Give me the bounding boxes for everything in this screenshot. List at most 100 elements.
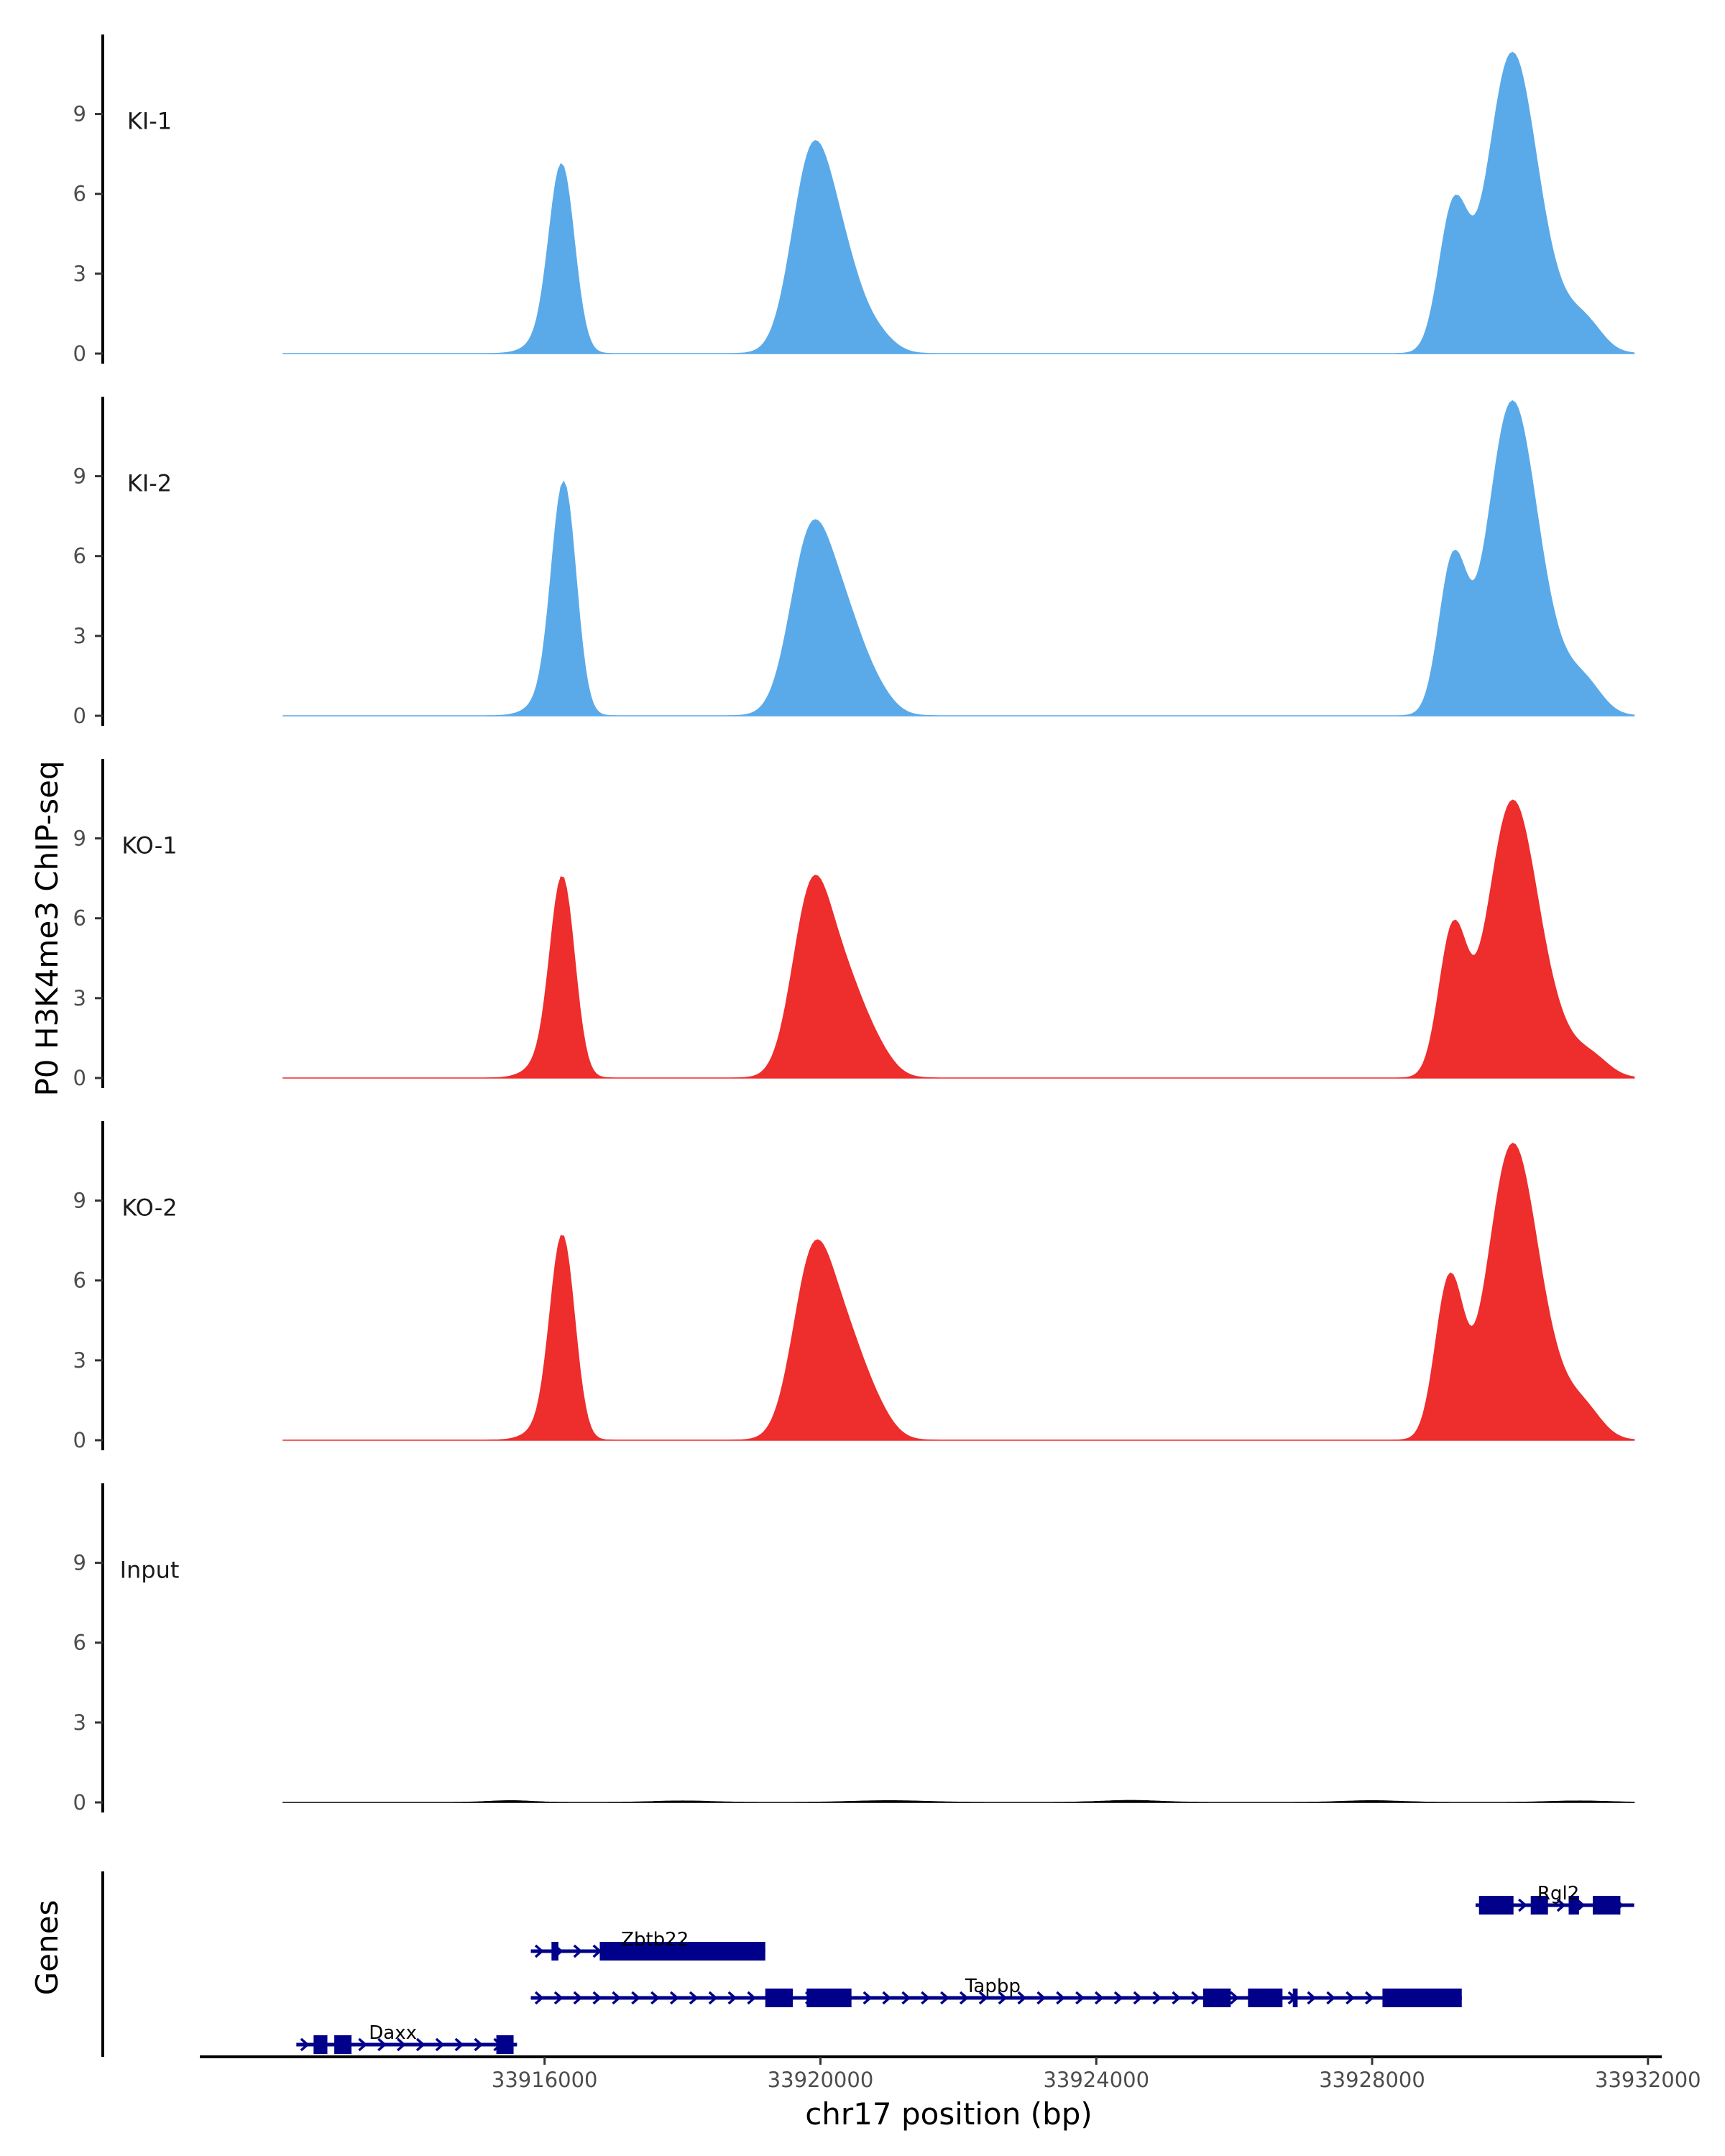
exon — [1382, 1989, 1462, 2007]
strand-chevron — [435, 2037, 445, 2052]
y-tick-label: 3 — [73, 986, 86, 1010]
track-label: KO-2 — [121, 1194, 177, 1221]
strand-chevron — [727, 1991, 737, 2005]
strand-chevron — [1094, 1991, 1104, 2005]
y-axis-title: P0 H3K4me3 ChIP-seq — [29, 760, 65, 1096]
strand-chevron — [669, 1991, 679, 2005]
gene-rgl2: Rgl2 — [1475, 1883, 1634, 1915]
track-ko-2: 0 3 6 9 KO-2 — [73, 1121, 1635, 1452]
y-tick-label: 9 — [73, 464, 86, 489]
strand-chevron — [650, 1991, 660, 2005]
strand-chevron — [998, 1991, 1008, 2005]
track-label: KO-1 — [121, 831, 177, 859]
x-tick-label: 33932000 — [1595, 2068, 1701, 2092]
y-tick-label: 3 — [73, 262, 86, 286]
track-label: KI-1 — [127, 107, 172, 134]
exon — [313, 2035, 328, 2054]
gene-label: Daxx — [369, 2022, 417, 2044]
y-tick-label: 3 — [73, 1710, 86, 1735]
tracks-layer: 0 3 6 9 KI-1 0 3 6 9 KI-2 0 3 6 9 KO-1 0 3 6 9 KO-2 0 3 6 9 Inpu… — [73, 34, 1635, 1815]
track-label: Input — [120, 1556, 180, 1583]
strand-chevron — [396, 2037, 406, 2052]
exon — [551, 1942, 558, 1961]
y-tick-label: 0 — [73, 1428, 86, 1452]
track-input: 0 3 6 9 Input — [73, 1483, 1635, 1815]
strand-chevron — [300, 2037, 310, 2052]
exon — [1478, 1896, 1514, 1915]
strand-chevron — [901, 1991, 911, 2005]
x-tick-label: 33924000 — [1043, 2068, 1149, 2092]
strand-chevron — [358, 2037, 368, 2052]
y-tick-label: 0 — [73, 1790, 86, 1815]
strand-chevron — [1152, 1991, 1162, 2005]
exon — [496, 2035, 514, 2054]
strand-chevron — [592, 1991, 602, 2005]
exon — [1248, 1989, 1283, 2007]
strand-chevron — [1518, 1898, 1527, 1912]
strand-chevron — [631, 1991, 640, 2005]
y-tick-label: 0 — [73, 1066, 86, 1090]
exon — [1202, 1989, 1231, 2007]
strand-chevron — [1017, 1991, 1027, 2005]
strand-chevron — [1346, 1991, 1355, 2005]
strand-chevron — [534, 1944, 544, 1958]
strand-chevron — [454, 2037, 464, 2052]
exon — [1593, 1896, 1621, 1915]
x-axis: 33916000 33920000 33924000 33928000 33932000 — [200, 2055, 1701, 2092]
exon — [334, 2035, 352, 2054]
strand-chevron — [978, 1991, 988, 2005]
gene-daxx: Daxx — [296, 2022, 518, 2054]
exon — [1568, 1896, 1579, 1915]
strand-chevron — [940, 1991, 949, 2005]
gene-label: Rgl2 — [1537, 1883, 1579, 1904]
exon — [599, 1942, 765, 1961]
strand-chevron — [1326, 1991, 1336, 2005]
exon — [806, 1989, 852, 2007]
y-tick-label: 3 — [73, 1348, 86, 1373]
strand-chevron — [1113, 1991, 1123, 2005]
strand-chevron — [1075, 1991, 1085, 2005]
x-tick-label: 33916000 — [492, 2068, 598, 2092]
y-tick-label: 9 — [73, 1551, 86, 1575]
signal-area — [282, 799, 1635, 1079]
track-ki-1: 0 3 6 9 KI-1 — [73, 34, 1635, 366]
genes-axis-title: Genes — [29, 1900, 65, 1996]
strand-chevron — [573, 1944, 583, 1958]
strand-chevron — [1056, 1991, 1066, 2005]
strand-chevron — [882, 1991, 892, 2005]
strand-chevron — [573, 1991, 583, 2005]
strand-chevron — [689, 1991, 699, 2005]
strand-chevron — [747, 1991, 757, 2005]
y-tick-label: 6 — [73, 1631, 86, 1655]
strand-chevron — [377, 2037, 387, 2052]
gene-label: Zbtb22 — [621, 1929, 689, 1950]
exon — [1292, 1989, 1298, 2007]
signal-area — [282, 400, 1635, 717]
y-tick-label: 3 — [73, 624, 86, 648]
y-tick-label: 0 — [73, 341, 86, 366]
gene-tapbp: Tapbp — [530, 1976, 1462, 2007]
y-tick-label: 9 — [73, 826, 86, 851]
strand-chevron — [1556, 1898, 1566, 1912]
strand-chevron — [534, 1991, 544, 2005]
strand-chevron — [553, 1991, 564, 2005]
gene-zbtb22: Zbtb22 — [530, 1929, 765, 1961]
exon — [765, 1989, 794, 2007]
strand-chevron — [474, 2037, 484, 2052]
track-ki-2: 0 3 6 9 KI-2 — [73, 397, 1635, 728]
strand-chevron — [1133, 1991, 1143, 2005]
exon — [1530, 1896, 1548, 1915]
x-tick-label: 33920000 — [768, 2068, 874, 2092]
strand-chevron — [921, 1991, 930, 2005]
strand-chevron — [415, 2037, 426, 2052]
strand-chevron — [1307, 1991, 1317, 2005]
signal-area — [282, 52, 1635, 354]
gene-label: Tapbp — [965, 1976, 1021, 1997]
x-tick-label: 33928000 — [1319, 2068, 1425, 2092]
y-tick-label: 6 — [73, 906, 86, 931]
y-tick-label: 6 — [73, 544, 86, 568]
y-tick-label: 0 — [73, 704, 86, 728]
strand-chevron — [1191, 1991, 1201, 2005]
y-tick-label: 6 — [73, 182, 86, 206]
signal-area — [282, 1800, 1635, 1803]
